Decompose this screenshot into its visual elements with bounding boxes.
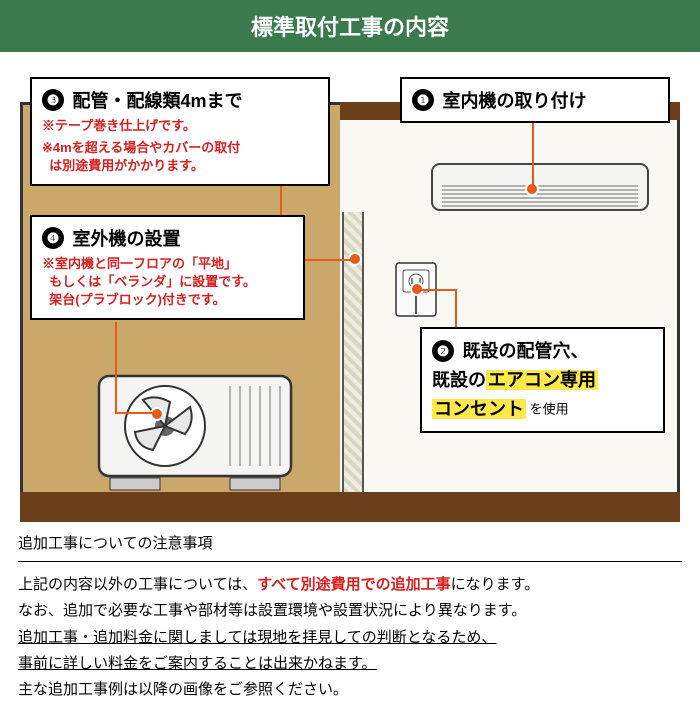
outdoor-unit-icon	[95, 372, 295, 492]
leader-1	[532, 122, 534, 189]
footer-notes: 追加工事についての注意事項 上記の内容以外の工事については、すべて別途費用での追…	[0, 522, 700, 703]
marker-4	[150, 407, 164, 421]
footer-separator	[18, 561, 682, 562]
badge-4: ❹	[42, 227, 64, 249]
callout-1: ❶ 室内機の取り付け	[400, 77, 670, 123]
leader-4b	[115, 412, 157, 414]
badge-3: ❸	[42, 89, 64, 111]
wall-interior	[340, 102, 680, 492]
badge-2: ❷	[432, 340, 454, 362]
callout-3-note2: ※4mを超える場合やカバーの取付 は別途費用がかかります。	[42, 139, 318, 175]
footer-body: 上記の内容以外の工事については、すべて別途費用での追加工事になります。 なお、追…	[18, 572, 682, 703]
callout-2-line2a: 既設の	[432, 370, 486, 390]
installation-diagram: ❶ 室内機の取り付け ❸ 配管・配線類4mまで ※テープ巻き仕上げです。 ※4m…	[0, 52, 700, 522]
callout-4-title: 室外機の設置	[72, 229, 180, 249]
footer-ul-1: 追加工事・追加料金に関しましては現地を拝見しての判断となるため、	[18, 629, 496, 646]
footer-ul-2: 事前に詳しい料金をご案内することは出来かねます。	[18, 655, 377, 672]
badge-1: ❶	[412, 89, 434, 111]
header-title: 標準取付工事の内容	[251, 15, 449, 40]
callout-2-line1: 既設の配管穴、	[462, 341, 588, 361]
callout-3-title: 配管・配線類4mまで	[72, 91, 242, 111]
leader-2b	[455, 289, 457, 329]
callout-3: ❸ 配管・配線類4mまで ※テープ巻き仕上げです。 ※4mを超える場合やカバーの…	[30, 77, 330, 186]
callout-2-line3a: コンセント	[432, 399, 526, 419]
leader-4	[115, 322, 117, 414]
indoor-unit-icon	[430, 162, 650, 222]
callout-2-line2b: エアコン専用	[486, 370, 598, 390]
footer-heading: 追加工事についての注意事項	[18, 532, 682, 553]
callout-1-title: 室内機の取り付け	[442, 91, 586, 111]
floor-strip	[20, 492, 680, 522]
callout-2-suffix: を使用	[526, 401, 569, 416]
header-bar: 標準取付工事の内容	[0, 0, 700, 52]
callout-4: ❹ 室外機の設置 ※室内機と同一フロアの「平地」 もしくは「ベランダ」に設置です…	[30, 215, 305, 320]
callout-2: ❷ 既設の配管穴、 既設のエアコン専用 コンセント を使用	[420, 327, 665, 433]
leader-2	[417, 289, 457, 291]
footer-red: すべて別途費用での追加工事	[257, 576, 450, 593]
callout-4-note: ※室内機と同一フロアの「平地」 もしくは「ベランダ」に設置です。 架台(プラブロ…	[42, 255, 293, 310]
callout-3-note1: ※テープ巻き仕上げです。	[42, 117, 318, 135]
